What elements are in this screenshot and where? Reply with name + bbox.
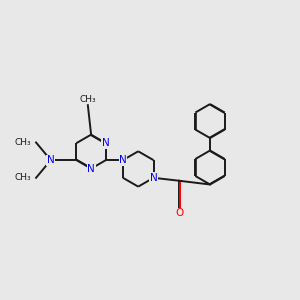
Text: CH₃: CH₃	[14, 138, 31, 147]
Text: O: O	[175, 208, 183, 218]
Text: N: N	[119, 155, 127, 165]
Text: N: N	[102, 138, 110, 148]
Text: N: N	[47, 155, 55, 165]
Text: N: N	[87, 164, 95, 174]
Text: CH₃: CH₃	[14, 173, 31, 182]
Text: CH₃: CH₃	[80, 95, 96, 104]
Text: N: N	[150, 173, 158, 183]
